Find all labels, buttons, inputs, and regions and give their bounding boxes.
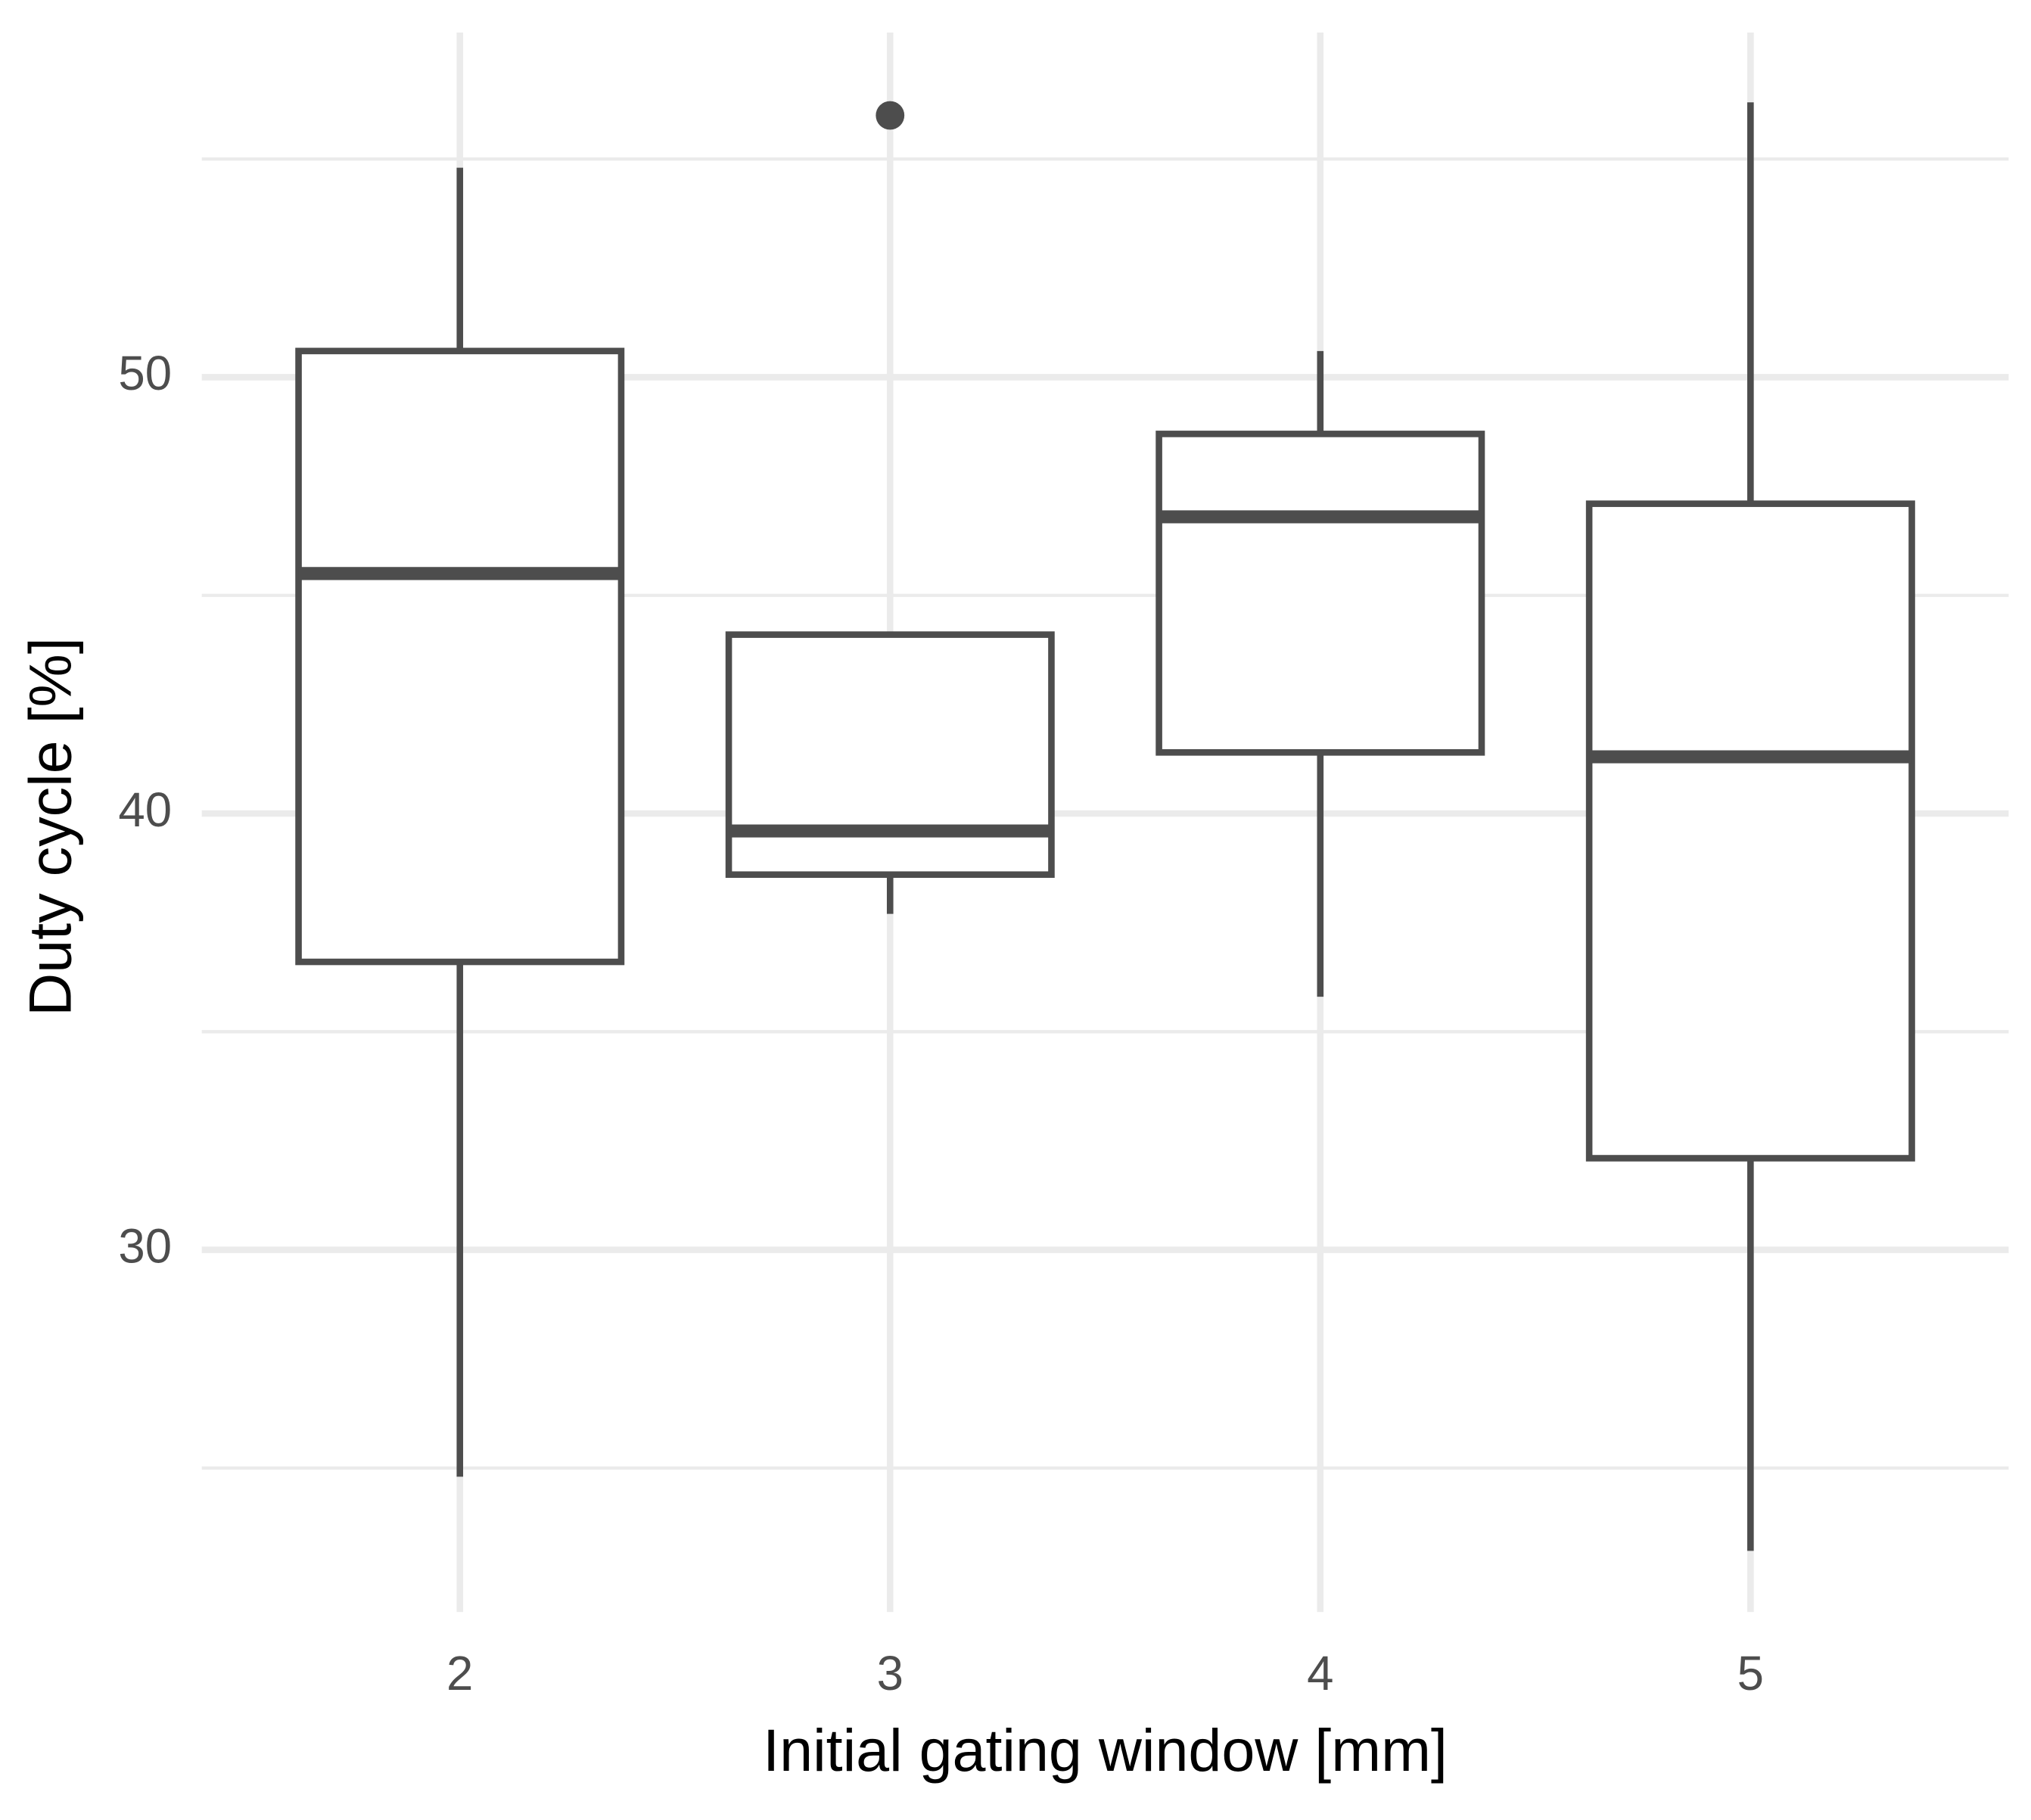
y-tick-label: 50 — [118, 347, 172, 400]
box — [725, 631, 1055, 879]
box — [1155, 431, 1485, 756]
outlier — [876, 101, 905, 130]
y-tick-label: 40 — [118, 783, 172, 837]
y-axis-title: Duty cycle [%] — [16, 637, 83, 1016]
x-tick-label: 4 — [1307, 1647, 1333, 1700]
x-tick-label: 5 — [1737, 1647, 1764, 1700]
box — [295, 347, 625, 966]
marks — [295, 101, 1915, 1551]
x-axis-title: Initial gating window [mm] — [763, 1716, 1448, 1784]
x-tick-label: 3 — [877, 1647, 904, 1700]
box — [1585, 500, 1915, 1162]
x-tick-label: 2 — [446, 1647, 473, 1700]
y-tick-label: 30 — [118, 1219, 172, 1273]
